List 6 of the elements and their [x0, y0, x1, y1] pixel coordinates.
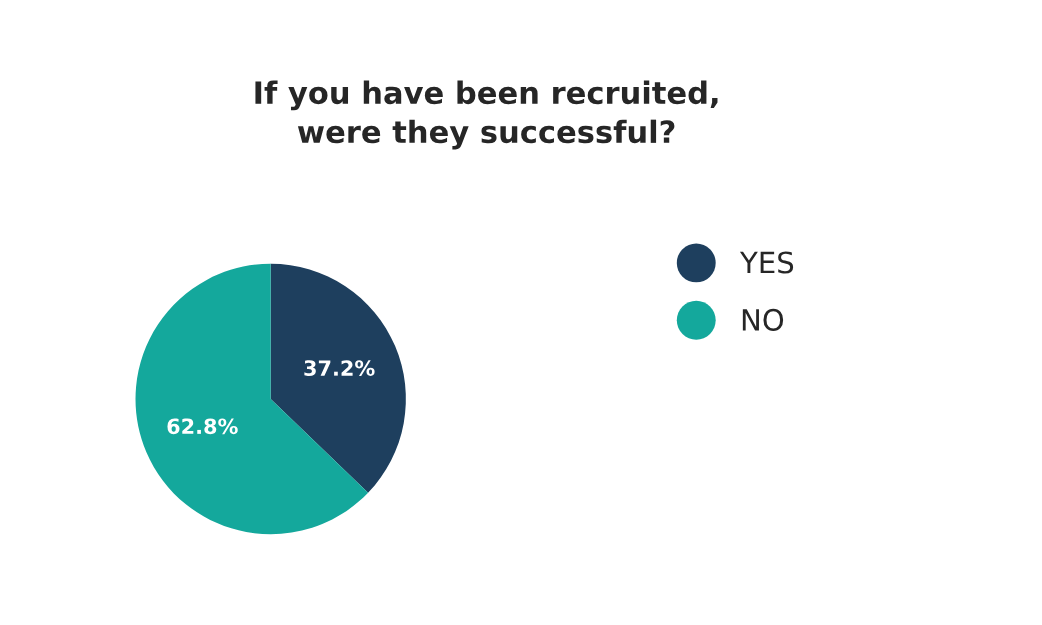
chart-title: If you have been recruited, were they successful? — [255, 80, 718, 150]
legend-label: YES — [739, 251, 794, 274]
data-label: 37.2% — [304, 360, 375, 376]
pie-slice — [270, 263, 406, 493]
legend-label: NO — [742, 308, 784, 331]
data-label: 62.8% — [167, 418, 238, 435]
